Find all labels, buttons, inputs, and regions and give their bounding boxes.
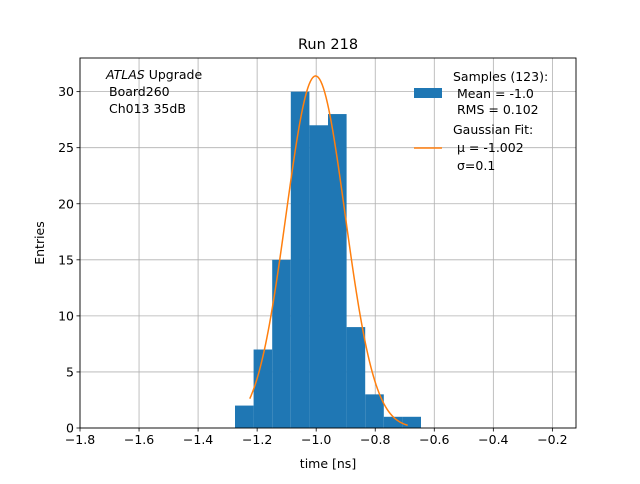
legend-samples-swatch <box>414 88 442 98</box>
histogram-bar-2 <box>272 259 291 428</box>
x-tick-label-1: −1.6 <box>124 432 154 447</box>
y-tick-label-3: 15 <box>58 252 74 267</box>
histogram-bar-1 <box>253 349 273 428</box>
annotation-experiment-name: ATLAS <box>105 67 145 82</box>
annotation-experiment-suffix: Upgrade <box>145 67 203 82</box>
annotation-channel: Ch013 35dB <box>109 101 186 116</box>
histogram-bar-0 <box>235 405 254 428</box>
y-tick-label-4: 20 <box>58 196 74 211</box>
annotation-experiment: ATLAS Upgrade <box>105 67 202 82</box>
axis-ticks: −1.8 −1.6 −1.4 −1.2 −1.0 −0.8 −0.6 −0.4 −0.2 0 5 10… <box>58 84 567 447</box>
y-tick-label-2: 10 <box>58 308 74 323</box>
histogram-bar-9 <box>402 416 421 428</box>
annotation-box: ATLAS Upgrade Board260 Ch013 35dB <box>105 67 202 116</box>
y-axis-label: Entries <box>32 221 47 265</box>
legend-samples-rms: RMS = 0.102 <box>457 102 539 117</box>
chart-title: Run 218 <box>298 37 358 53</box>
axes-frame <box>79 57 577 429</box>
x-tick-label-3: −1.2 <box>242 432 272 447</box>
legend-fit-label: Gaussian Fit: <box>453 122 533 137</box>
y-tick-label-5: 25 <box>58 140 74 155</box>
histogram-bar-8 <box>383 416 403 428</box>
y-tick-label-1: 5 <box>66 364 74 379</box>
legend-samples-mean: Mean = -1.0 <box>457 86 534 101</box>
annotation-board: Board260 <box>109 84 170 99</box>
y-tick-label-6: 30 <box>58 84 74 99</box>
histogram-bar-7 <box>365 394 384 428</box>
x-tick-label-6: −0.6 <box>419 432 449 447</box>
x-tick-label-7: −0.4 <box>478 432 508 447</box>
x-tick-label-2: −1.4 <box>183 432 213 447</box>
y-tick-label-0: 0 <box>66 421 74 436</box>
x-tick-label-4: −1.0 <box>301 432 331 447</box>
gaussian-fit-curve <box>249 75 408 427</box>
legend-samples-label: Samples (123): <box>453 69 548 84</box>
histogram-bar-3 <box>290 91 310 429</box>
legend-fit-sigma: σ=0.1 <box>457 158 495 173</box>
histogram-bar-6 <box>346 327 366 428</box>
x-axis-label: time [ns] <box>300 456 356 471</box>
legend: Samples (123): Mean = -1.0 RMS = 0.102 G… <box>414 69 548 173</box>
histogram-bar-4 <box>309 125 328 428</box>
legend-fit-mu: μ = -1.002 <box>457 140 524 155</box>
histogram-bars <box>235 91 421 429</box>
x-tick-label-8: −0.2 <box>537 432 567 447</box>
x-tick-label-0: −1.8 <box>65 432 95 447</box>
x-tick-label-5: −0.8 <box>360 432 390 447</box>
